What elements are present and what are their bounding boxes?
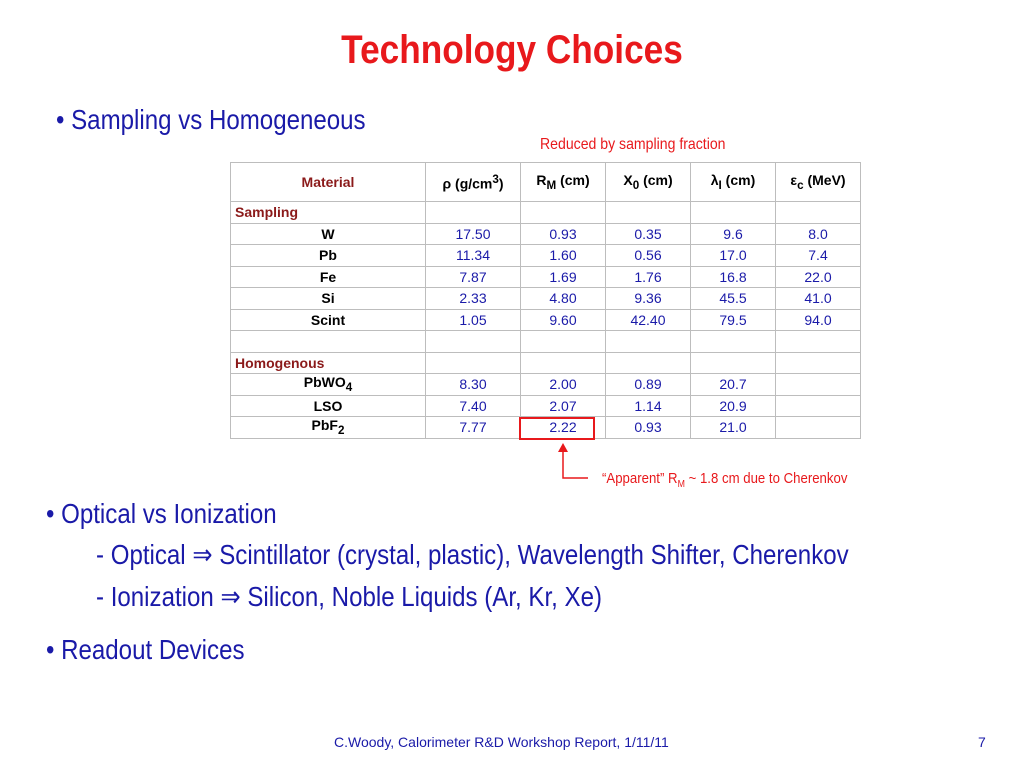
header-critical-energy: εc (MeV) bbox=[775, 162, 861, 202]
table-cell: 21.0 bbox=[690, 416, 776, 439]
header-interaction-length: λI (cm) bbox=[690, 162, 776, 202]
sub-bullet-ionization: - Ionization ⇒ Silicon, Noble Liquids (A… bbox=[96, 581, 603, 612]
table-row: Scint 1.05 9.60 42.40 79.5 94.0 bbox=[230, 308, 861, 331]
sampling-rows: W 17.50 0.93 0.35 9.6 8.0 Pb 11.34 1.60 0.56 17.0 7… bbox=[230, 222, 861, 331]
header-moliere-radius: RM (cm) bbox=[520, 162, 606, 202]
table-cell: 1.60 bbox=[520, 244, 606, 267]
table-row: Si 2.33 4.80 9.36 45.5 41.0 bbox=[230, 287, 861, 310]
header-radiation-length: X0 (cm) bbox=[605, 162, 691, 202]
section-row-sampling: Sampling bbox=[230, 201, 861, 224]
bullet-readout-devices: • Readout Devices bbox=[46, 634, 245, 665]
table-header-row: Material ρ (g/cm3) RM (cm) X0 (cm) λI (c… bbox=[230, 162, 861, 202]
implies-arrow-icon: ⇒ bbox=[220, 581, 241, 612]
implies-arrow-icon: ⇒ bbox=[192, 539, 213, 570]
table-cell bbox=[775, 416, 861, 439]
table-cell: 8.0 bbox=[775, 222, 861, 245]
material-name: W bbox=[230, 222, 426, 245]
table-cell: 9.36 bbox=[605, 287, 691, 310]
table-cell: 0.93 bbox=[605, 416, 691, 439]
materials-table: Material ρ (g/cm3) RM (cm) X0 (cm) λI (c… bbox=[230, 162, 861, 439]
note-apparent-rm: “Apparent” RM ~ 1.8 cm due to Cherenkov bbox=[602, 470, 848, 490]
bullet-optical-vs-ionization: • Optical vs Ionization bbox=[46, 498, 277, 529]
table-row: LSO 7.40 2.07 1.14 20.9 bbox=[230, 394, 861, 417]
table-cell: 1.14 bbox=[605, 394, 691, 417]
page-number: 7 bbox=[978, 734, 986, 750]
table-row: W 17.50 0.93 0.35 9.6 8.0 bbox=[230, 222, 861, 245]
material-name: PbF2 bbox=[230, 416, 426, 439]
table-cell: 42.40 bbox=[605, 308, 691, 331]
homogenous-rows: PbWO4 8.30 2.00 0.89 20.7 LSO 7.40 2.07 1.14 20.9… bbox=[230, 373, 861, 439]
highlight-box-pbf2-rm bbox=[519, 417, 595, 440]
sub-bullet-optical: - Optical ⇒ Scintillator (crystal, plast… bbox=[96, 539, 849, 570]
table-row: PbWO4 8.30 2.00 0.89 20.7 bbox=[230, 373, 861, 396]
table-cell: 94.0 bbox=[775, 308, 861, 331]
header-density: ρ (g/cm3) bbox=[425, 162, 521, 202]
table-row: PbF2 7.77 2.22 0.93 21.0 bbox=[230, 416, 861, 439]
table-cell: 7.77 bbox=[425, 416, 521, 439]
header-material: Material bbox=[230, 162, 426, 202]
bullet-sampling: • Sampling vs Homogeneous bbox=[56, 104, 366, 135]
footer-citation: C.Woody, Calorimeter R&D Workshop Report… bbox=[334, 734, 669, 750]
slide-title: Technology Choices bbox=[341, 28, 683, 72]
rho-symbol: ρ bbox=[442, 175, 452, 192]
table-cell: 2.22 bbox=[520, 416, 606, 439]
note-reduced-by-sampling: Reduced by sampling fraction bbox=[540, 136, 726, 153]
